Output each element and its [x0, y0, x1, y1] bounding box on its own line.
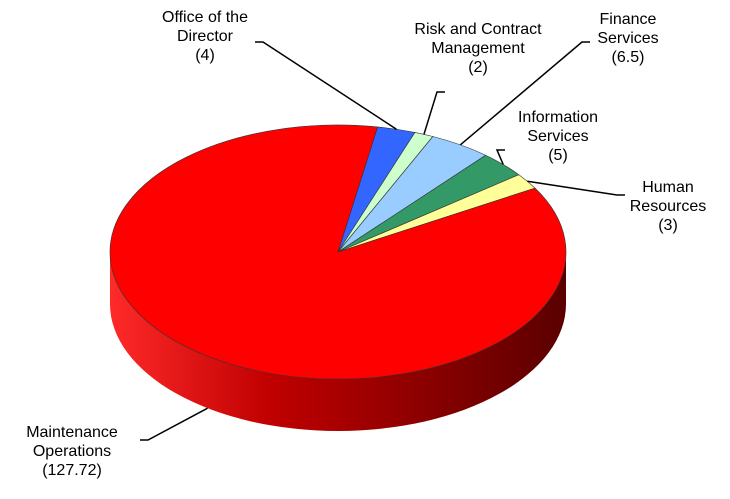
slice-label: Human Resources (3)	[621, 178, 716, 235]
slice-label: Risk and Contract Management (2)	[396, 20, 561, 77]
category-label: Finance Services	[597, 11, 659, 47]
slice-side	[110, 252, 566, 431]
value-label: (2)	[468, 59, 488, 76]
value-label: (3)	[658, 217, 678, 234]
slice-label: Office of the Director (4)	[155, 8, 255, 65]
slice	[109, 124, 567, 380]
category-label: Office of the Director	[162, 9, 248, 45]
leader-line	[423, 91, 445, 135]
category-label: Maintenance Operations	[26, 424, 118, 460]
value-label: (5)	[548, 147, 568, 164]
slice-label: Finance Services (6.5)	[588, 10, 668, 67]
category-label: Risk and Contract Management	[414, 21, 542, 57]
leader-line	[255, 41, 397, 130]
value-label: (4)	[195, 47, 215, 64]
slice-label: Maintenance Operations (127.72)	[15, 423, 130, 480]
category-label: Human Resources	[629, 179, 707, 215]
value-label: (127.72)	[42, 462, 102, 479]
leader-line	[495, 149, 505, 165]
leader-line	[459, 41, 590, 146]
value-label: (6.5)	[611, 49, 645, 66]
leader-line	[527, 180, 625, 196]
category-label: Information Services	[517, 109, 599, 145]
slice-label: Information Services (5)	[506, 108, 611, 165]
leader-line	[140, 407, 208, 441]
